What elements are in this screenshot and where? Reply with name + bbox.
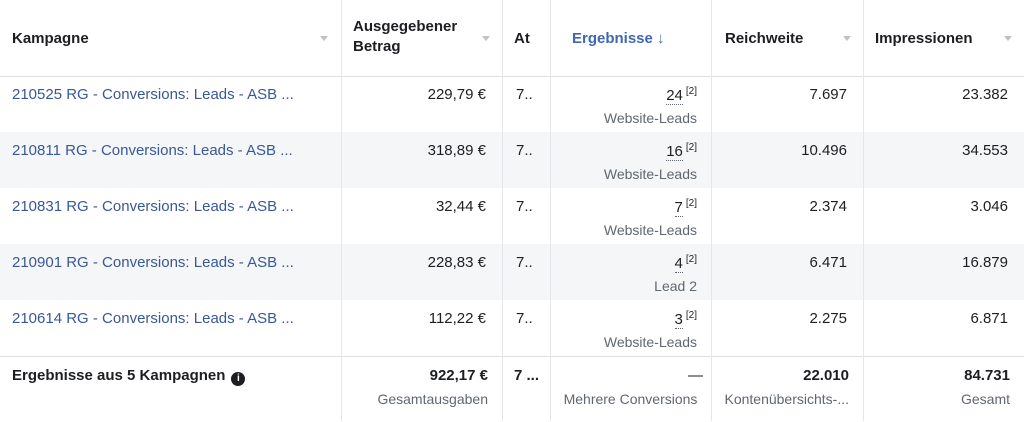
total-ergebnisse: — (688, 367, 703, 384)
at-value: 7.. (516, 198, 533, 215)
header-betrag-label: Ausgegebener Betrag (353, 17, 457, 57)
info-icon[interactable]: i (231, 372, 246, 386)
totals-row: Ergebnisse aus 5 Kampagnen i 922,17 € Ges… (0, 356, 1024, 422)
campaign-name-link[interactable]: 210614 RG - Conversions: Leads - ASB ... (12, 310, 294, 327)
header-reichweite-label: Reichweite (725, 30, 804, 47)
column-divider[interactable] (341, 0, 342, 421)
totals-label: Ergebnisse aus 5 Kampagnen i (12, 367, 246, 386)
betrag-value: 32,44 € (435, 198, 486, 215)
impressionen-value: 23.382 (962, 86, 1008, 103)
table-row: 210525 RG - Conversions: Leads - ASB ...… (0, 76, 1024, 132)
header-ausgegebener-betrag[interactable]: Ausgegebener Betrag (341, 0, 502, 76)
total-impressionen: 84.731 (964, 367, 1010, 384)
header-ergebnisse-text: Ergebnisse (572, 30, 653, 47)
reichweite-value: 7.697 (809, 86, 847, 103)
at-value: 7.. (516, 86, 533, 103)
result-type: Website-Leads (603, 166, 697, 182)
result-footnote: [2] (685, 142, 697, 153)
result-value: 24 [2] (666, 86, 697, 105)
header-at-label: At (514, 30, 530, 47)
total-reichweite: 22.010 (803, 367, 849, 384)
impressionen-value: 16.879 (962, 254, 1008, 271)
result-count[interactable]: 16 (666, 143, 683, 161)
result-footnote: [2] (685, 198, 697, 209)
betrag-value: 112,22 € (428, 310, 486, 327)
result-value: 7 [2] (674, 198, 697, 217)
impressionen-value: 3.046 (970, 198, 1008, 215)
result-count[interactable]: 4 (674, 255, 683, 273)
result-count[interactable]: 24 (666, 87, 683, 105)
campaign-name-link[interactable]: 210831 RG - Conversions: Leads - ASB ... (12, 198, 294, 215)
result-value: 4 [2] (674, 254, 697, 273)
result-type: Website-Leads (603, 334, 697, 350)
betrag-value: 228,83 € (427, 254, 486, 271)
impressionen-value: 34.553 (962, 142, 1008, 159)
total-betrag-sub: Gesamtausgaben (377, 391, 488, 407)
column-divider[interactable] (550, 0, 551, 421)
header-impressionen[interactable]: Impressionen (863, 0, 1024, 76)
reichweite-value: 2.374 (809, 198, 847, 215)
campaign-name-link[interactable]: 210525 RG - Conversions: Leads - ASB ... (12, 86, 294, 103)
result-type: Website-Leads (603, 110, 697, 126)
at-value: 7.. (516, 254, 533, 271)
reichweite-value: 10.496 (801, 142, 847, 159)
header-kampagne[interactable]: Kampagne (0, 0, 341, 76)
header-ergebnisse-label: Ergebnisse ↓ (572, 30, 665, 47)
table-row: 210901 RG - Conversions: Leads - ASB ...… (0, 244, 1024, 300)
header-betrag-line1: Ausgegebener (353, 18, 458, 35)
table-header: Kampagne Ausgegebener Betrag At Ergebniss… (0, 0, 1024, 77)
header-kampagne-label: Kampagne (12, 30, 89, 47)
result-footnote: [2] (685, 254, 697, 265)
result-footnote: [2] (685, 310, 697, 321)
total-impressionen-sub: Gesamt (960, 391, 1010, 407)
result-footnote: [2] (685, 86, 697, 97)
table-row: 210811 RG - Conversions: Leads - ASB ...… (0, 132, 1024, 188)
table-row: 210614 RG - Conversions: Leads - ASB ...… (0, 300, 1024, 356)
column-divider[interactable] (502, 0, 503, 421)
result-value: 3 [2] (674, 310, 697, 329)
impressionen-value: 6.871 (970, 310, 1008, 327)
total-betrag: 922,17 € (429, 367, 488, 384)
total-at: 7 ... (514, 367, 540, 384)
total-ergebnisse-sub: Mehrere Conversions (563, 391, 698, 407)
header-reichweite[interactable]: Reichweite (711, 0, 863, 76)
header-impressionen-label: Impressionen (875, 30, 973, 47)
sort-down-arrow-icon: ↓ (657, 30, 665, 47)
campaign-name-link[interactable]: 210811 RG - Conversions: Leads - ASB ... (12, 142, 293, 159)
sort-caret-icon[interactable] (320, 36, 328, 41)
reichweite-value: 6.471 (809, 254, 847, 271)
totals-label-text: Ergebnisse aus 5 Kampagnen (12, 367, 226, 384)
sort-caret-icon[interactable] (482, 36, 490, 41)
betrag-value: 229,79 € (427, 86, 486, 103)
result-count[interactable]: 7 (674, 199, 683, 217)
total-reichweite-sub: Kontenübersichts-... (724, 391, 849, 407)
sort-caret-icon[interactable] (1004, 36, 1012, 41)
table-row: 210831 RG - Conversions: Leads - ASB ...… (0, 188, 1024, 244)
at-value: 7.. (516, 310, 533, 327)
campaign-name-link[interactable]: 210901 RG - Conversions: Leads - ASB ... (12, 254, 294, 271)
header-ergebnisse[interactable]: Ergebnisse ↓ (550, 0, 711, 76)
result-type: Website-Leads (603, 222, 697, 238)
result-type: Lead 2 (654, 278, 697, 294)
reichweite-value: 2.275 (809, 310, 847, 327)
result-value: 16 [2] (666, 142, 697, 161)
header-betrag-line2: Betrag (353, 38, 401, 55)
at-value: 7.. (516, 142, 533, 159)
result-count[interactable]: 3 (674, 311, 683, 329)
betrag-value: 318,89 € (427, 142, 486, 159)
column-divider[interactable] (863, 0, 864, 421)
sort-caret-icon[interactable] (843, 36, 851, 41)
column-divider[interactable] (711, 0, 712, 421)
header-at[interactable]: At (502, 0, 550, 76)
